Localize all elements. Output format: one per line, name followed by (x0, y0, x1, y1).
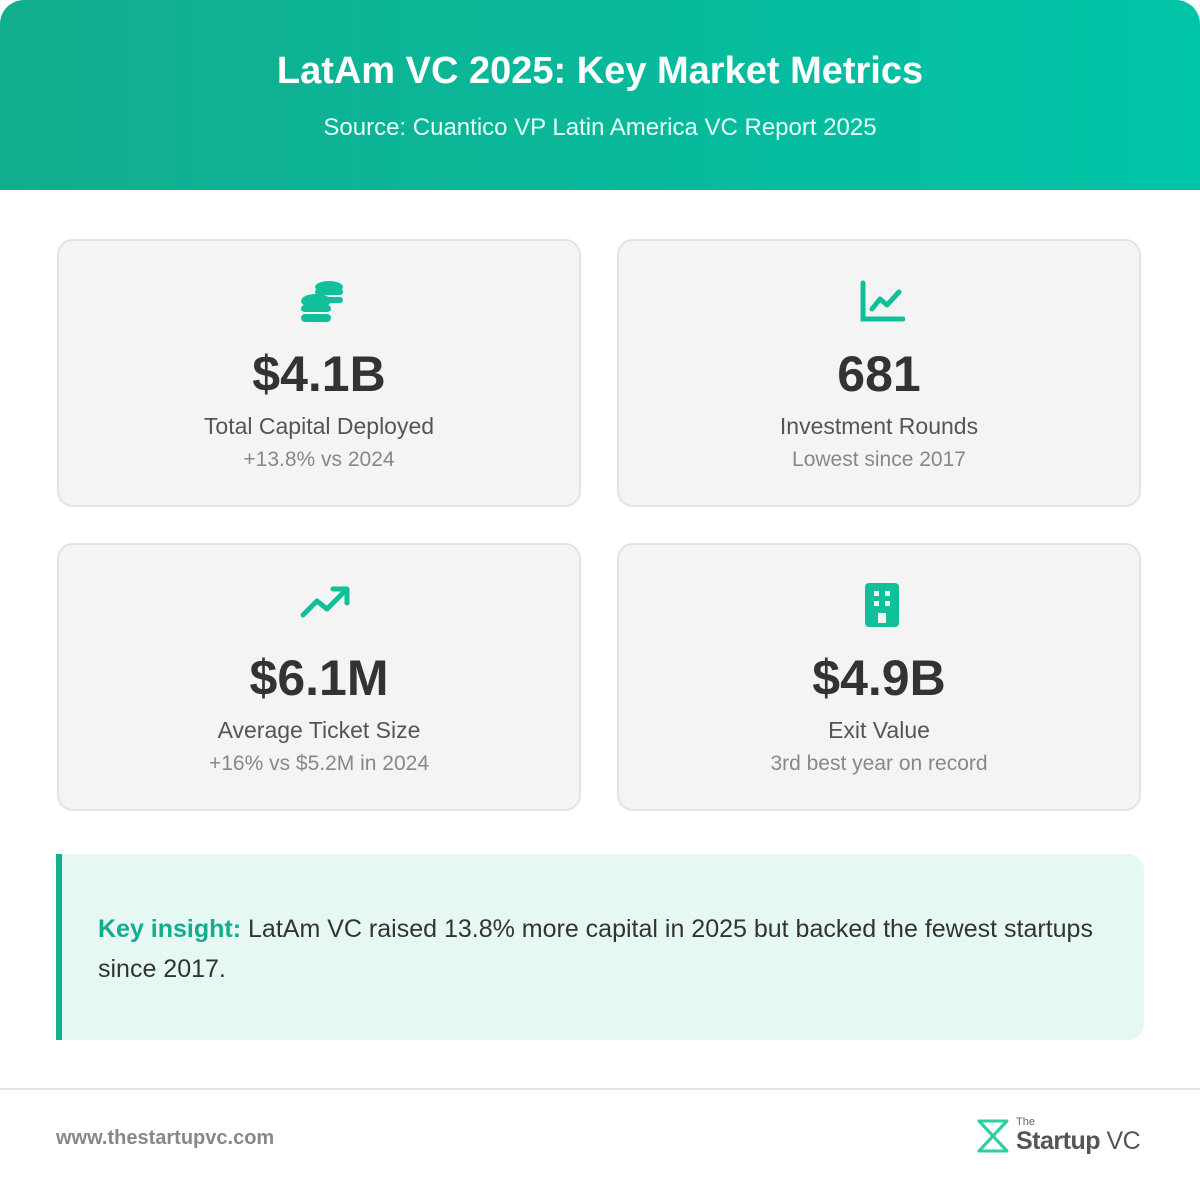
logo-mark (977, 1119, 1009, 1153)
logo-name: Startup VC (1016, 1127, 1141, 1156)
metric-value: 681 (837, 346, 921, 402)
title: LatAm VC 2025: Key Market Metrics (276, 50, 924, 92)
logo-suffix: VC (1106, 1127, 1141, 1155)
metric-card: $4.9B Exit Value 3rd best year on record (617, 543, 1141, 811)
metric-label: Exit Value (828, 717, 930, 743)
metric-card: $4.1B Total Capital Deployed +13.8% vs 2… (57, 239, 581, 507)
metric-label: Average Ticket Size (217, 717, 421, 743)
metric-card: 681 Investment Rounds Lowest since 2017 (617, 239, 1141, 507)
logo-small: The (1016, 1116, 1035, 1128)
footer-divider (0, 1088, 1200, 1090)
logo-brand: Startup (1016, 1127, 1101, 1155)
metric-note: 3rd best year on record (770, 752, 988, 775)
building-icon (865, 583, 899, 627)
chart-icon (860, 280, 905, 322)
metric-value: $6.1M (249, 650, 389, 706)
footer-url: www.thestartupvc.com (56, 1127, 275, 1149)
metric-note: +16% vs $5.2M in 2024 (208, 752, 430, 775)
metric-note: +13.8% vs 2024 (243, 448, 395, 471)
insight-label: Key insight: (98, 915, 242, 943)
header: LatAm VC 2025: Key Market Metrics Source… (0, 0, 1200, 190)
metric-label: Investment Rounds (779, 413, 979, 439)
metric-label: Total Capital Deployed (203, 413, 435, 439)
trend-icon (300, 586, 350, 618)
insight-text: LatAm VC raised 13.8% more capital in 20… (98, 915, 1093, 983)
coins-icon (301, 281, 343, 322)
logo: The Startup VC (976, 1116, 1146, 1156)
metric-value: $4.1B (252, 346, 386, 402)
metric-value: $4.9B (812, 650, 946, 706)
insight-box: Key insight: LatAm VC raised 13.8% more … (56, 854, 1144, 1040)
metric-note: Lowest since 2017 (792, 448, 966, 471)
subtitle: Source: Cuantico VP Latin America VC Rep… (323, 114, 877, 141)
metric-card: $6.1M Average Ticket Size +16% vs $5.2M … (57, 543, 581, 811)
